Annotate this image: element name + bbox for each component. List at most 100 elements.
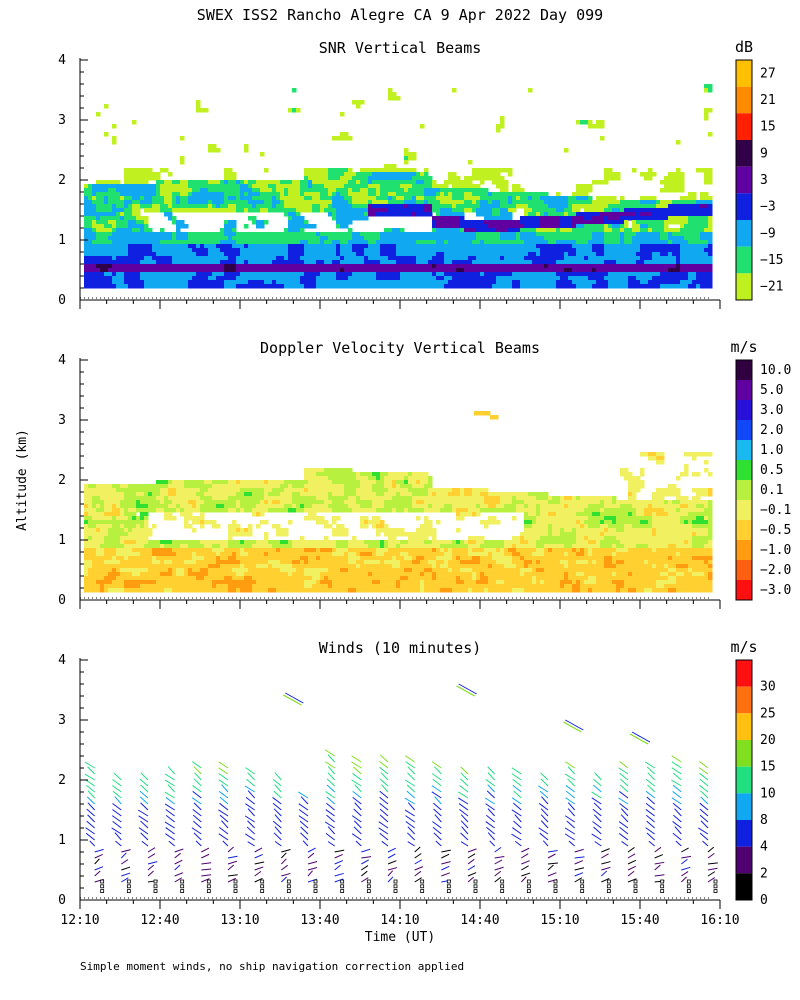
snr-cell [160, 208, 165, 213]
snr-cell [244, 236, 249, 241]
snr-cell [668, 232, 673, 237]
doppler-cell [168, 580, 173, 585]
snr-cell [104, 244, 109, 249]
doppler-cell [88, 560, 93, 565]
snr-cell [176, 244, 181, 249]
doppler-cell [132, 528, 137, 533]
snr-cell [372, 232, 377, 237]
colorbar-swatch [736, 60, 752, 87]
snr-cell [672, 172, 677, 177]
doppler-cell [128, 588, 133, 593]
snr-cell [236, 236, 241, 241]
snr-cell [232, 280, 237, 285]
snr-cell [220, 236, 225, 241]
snr-cell [144, 224, 149, 229]
snr-cell [552, 264, 557, 269]
snr-cell [232, 260, 237, 265]
snr-cell [580, 276, 585, 281]
snr-cell [136, 192, 141, 197]
snr-cell [280, 280, 285, 285]
doppler-cell [188, 560, 193, 565]
snr-cell [312, 224, 317, 229]
snr-cell [460, 280, 465, 285]
snr-cell [348, 236, 353, 241]
snr-cell [296, 272, 301, 277]
snr-cell [92, 272, 97, 277]
snr-cell [424, 200, 429, 205]
snr-cell [124, 212, 129, 217]
snr-cell [456, 208, 461, 213]
snr-cell [420, 264, 425, 269]
doppler-cell [164, 560, 169, 565]
snr-cell [416, 284, 421, 289]
snr-cell [172, 280, 177, 285]
snr-cell [388, 252, 393, 257]
snr-cell [456, 252, 461, 257]
snr-cell [312, 236, 317, 241]
snr-cell [276, 180, 281, 185]
snr-cell [608, 252, 613, 257]
snr-cell [492, 240, 497, 245]
snr-cell [180, 180, 185, 185]
snr-cell [292, 184, 297, 189]
snr-cell [700, 248, 705, 253]
snr-cell [336, 232, 341, 237]
doppler-cell [192, 516, 197, 521]
snr-cell [212, 284, 217, 289]
snr-cell [260, 180, 265, 185]
snr-cell [92, 236, 97, 241]
doppler-cell [136, 492, 141, 497]
snr-cell [500, 208, 505, 213]
doppler-cell [100, 520, 105, 525]
snr-cell [448, 204, 453, 209]
snr-cell [128, 212, 133, 217]
snr-cell [284, 184, 289, 189]
snr-cell [608, 176, 613, 181]
snr-cell [372, 264, 377, 269]
snr-cell [516, 248, 521, 253]
snr-cell [180, 272, 185, 277]
snr-cell [296, 232, 301, 237]
snr-cell [200, 272, 205, 277]
snr-cell [704, 240, 709, 245]
snr-cell [436, 228, 441, 233]
snr-cell [232, 220, 237, 225]
snr-cell [148, 200, 153, 205]
snr-cell [228, 268, 233, 273]
snr-cell [288, 276, 293, 281]
snr-cell [152, 272, 157, 277]
doppler-cell [180, 544, 185, 549]
snr-cell [252, 260, 257, 265]
snr-cell [424, 272, 429, 277]
snr-cell [312, 196, 317, 201]
snr-cell [696, 212, 701, 217]
snr-cell [640, 232, 645, 237]
snr-cell [248, 196, 253, 201]
snr-cell [288, 284, 293, 289]
snr-cell [416, 276, 421, 281]
snr-cell [496, 220, 501, 225]
snr-cell [248, 244, 253, 249]
snr-cell [124, 260, 129, 265]
snr-cell [104, 180, 109, 185]
snr-cell [392, 188, 397, 193]
snr-cell [336, 212, 341, 217]
snr-cell [172, 272, 177, 277]
snr-cell [544, 224, 549, 229]
snr-cell [356, 264, 361, 269]
snr-cell [504, 248, 509, 253]
snr-cell [536, 260, 541, 265]
snr-cell [656, 232, 661, 237]
snr-cell [568, 244, 573, 249]
doppler-cell [216, 548, 221, 553]
snr-cell [444, 184, 449, 189]
snr-cell [704, 244, 709, 249]
snr-cell [344, 200, 349, 205]
doppler-cell [212, 500, 217, 505]
snr-cell [392, 208, 397, 213]
snr-cell [320, 192, 325, 197]
snr-cell [224, 168, 229, 173]
snr-cell [436, 224, 441, 229]
doppler-cell [176, 568, 181, 573]
doppler-cell [200, 548, 205, 553]
